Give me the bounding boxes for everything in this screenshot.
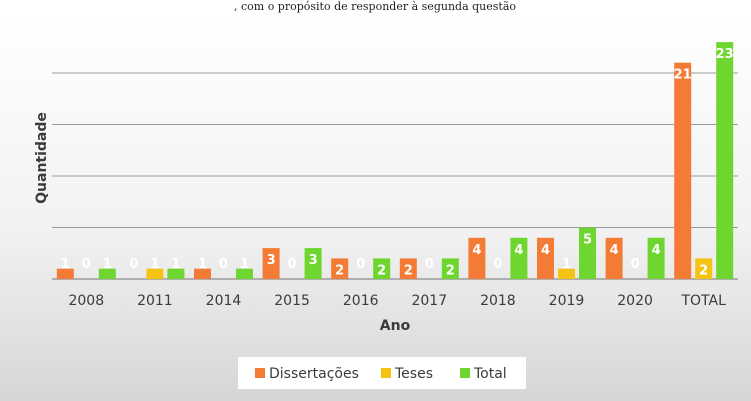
data-label-teses: 0 (219, 257, 228, 272)
data-label-dissertacoes: 1 (198, 257, 207, 272)
bar-dissertacoes-2020 (605, 237, 623, 279)
legend-swatch-total (460, 368, 470, 378)
x-tick-label: 2017 (411, 293, 447, 309)
data-label-teses: 0 (356, 257, 365, 272)
bar-teses-total (695, 258, 713, 279)
x-tick-label: TOTAL (680, 293, 726, 309)
data-label-dissertacoes: 1 (61, 257, 70, 272)
bar-dissertacoes-2019 (537, 237, 554, 279)
bar-teses-2011 (146, 268, 164, 279)
x-tick-label: 2016 (343, 293, 379, 309)
bar-total-2008 (98, 268, 116, 279)
bar-dissertacoes-total (674, 62, 692, 280)
data-label-dissertacoes: 2 (335, 263, 344, 278)
data-label-dissertacoes: 4 (472, 243, 481, 258)
data-label-teses: 0 (288, 257, 297, 272)
bar-total-2014 (236, 268, 253, 279)
bar-dissertacoes-2018 (468, 237, 486, 279)
x-axis-title: Ano (380, 318, 411, 334)
x-tick-label: 2019 (549, 293, 585, 309)
data-label-teses: 0 (425, 257, 434, 272)
bar-total-2019 (579, 227, 596, 279)
plot-background (0, 16, 751, 401)
legend: Dissertações Teses Total (238, 357, 526, 389)
data-label-teses: 1 (562, 257, 571, 272)
bar-teses-2019 (558, 268, 575, 279)
bar-dissertacoes-2016 (331, 258, 349, 279)
x-tick-label: 2014 (206, 293, 242, 309)
legend-label-total: Total (473, 366, 507, 382)
bar-total-2015 (304, 248, 322, 279)
data-label-total: 5 (583, 233, 592, 248)
data-label-total: 23 (716, 47, 734, 62)
data-label-dissertacoes: 2 (404, 263, 413, 278)
bar-total-2016 (373, 258, 391, 279)
data-label-total: 1 (240, 257, 249, 272)
data-label-dissertacoes: 4 (610, 243, 619, 258)
x-tick-label: 2020 (617, 293, 653, 309)
x-tick-label: 2015 (274, 293, 310, 309)
gridlines (52, 72, 738, 280)
x-tick-label: 2018 (480, 293, 516, 309)
data-label-total: 3 (309, 253, 318, 268)
bar-total-total (716, 42, 734, 279)
bar-total-2017 (441, 258, 459, 279)
bar-dissertacoes-2017 (399, 258, 417, 279)
data-label-teses: 2 (699, 263, 708, 278)
bar-dissertacoes-2015 (262, 248, 280, 279)
x-tick-label: 2008 (68, 293, 104, 309)
data-label-total: 2 (446, 263, 455, 278)
data-label-total: 2 (377, 263, 386, 278)
data-label-dissertacoes: 3 (267, 253, 276, 268)
bar-total-2020 (647, 237, 665, 279)
data-label-total: 4 (652, 243, 661, 258)
data-label-total: 1 (103, 257, 112, 272)
data-label-teses: 1 (150, 257, 159, 272)
data-label-teses: 0 (493, 257, 502, 272)
y-axis-title: Quantidade (34, 112, 50, 204)
bar-total-2018 (510, 237, 528, 279)
legend-label-teses: Teses (394, 366, 433, 382)
data-label-total: 1 (171, 257, 180, 272)
caption-text: , com o propósito de responder à segunda… (234, 0, 516, 13)
data-label-total: 4 (514, 243, 523, 258)
bar-total-2011 (167, 268, 185, 279)
x-tick-label: 2011 (137, 293, 173, 309)
bars-group (56, 42, 734, 280)
legend-swatch-dissertacoes (255, 368, 265, 378)
legend-swatch-teses (381, 368, 391, 378)
legend-label-dissertacoes: Dissertações (269, 366, 359, 382)
data-label-dissertacoes: 4 (541, 243, 550, 258)
data-label-teses: 0 (631, 257, 640, 272)
data-label-dissertacoes: 21 (674, 68, 692, 83)
data-label-teses: 0 (82, 257, 91, 272)
data-label-dissertacoes: 0 (129, 257, 138, 272)
x-tick-labels: 2008 2011 2014 2015 2016 2017 2018 2019 2020 TOTA… (68, 293, 726, 309)
bar-dissertacoes-2008 (56, 268, 74, 279)
bar-dissertacoes-2014 (194, 268, 211, 279)
